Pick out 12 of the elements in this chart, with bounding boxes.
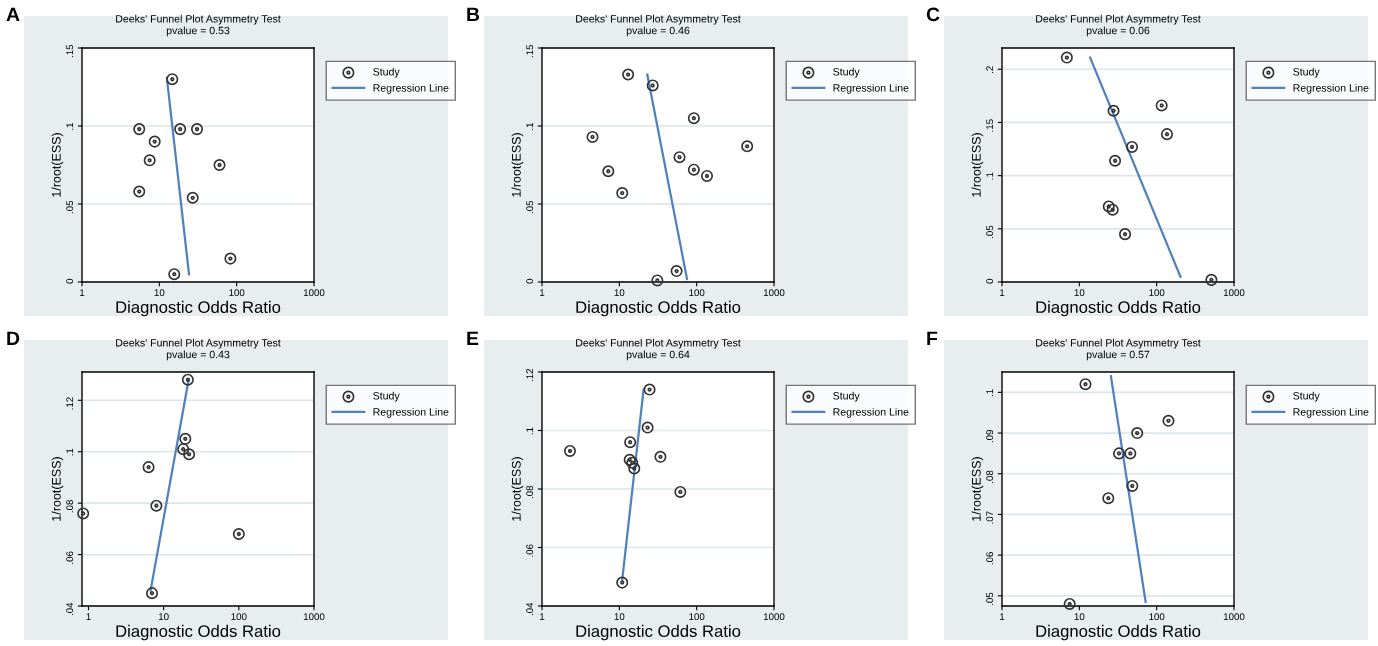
x-axis-title: Diagnostic Odds Ratio [116,624,281,641]
x-axis-title: Diagnostic Odds Ratio [116,300,281,317]
text: C [926,7,940,22]
text: F [927,331,938,346]
text: D [7,331,20,346]
x-axis-title: Diagnostic Odds Ratio [1036,300,1201,317]
text: B [467,7,480,22]
x-axis-title: Diagnostic Odds Ratio [576,624,741,641]
x-axis-title: Diagnostic Odds Ratio [576,300,741,317]
text: A [6,7,20,22]
x-axis-title: Diagnostic Odds Ratio [1036,624,1201,641]
text: E [467,331,479,346]
